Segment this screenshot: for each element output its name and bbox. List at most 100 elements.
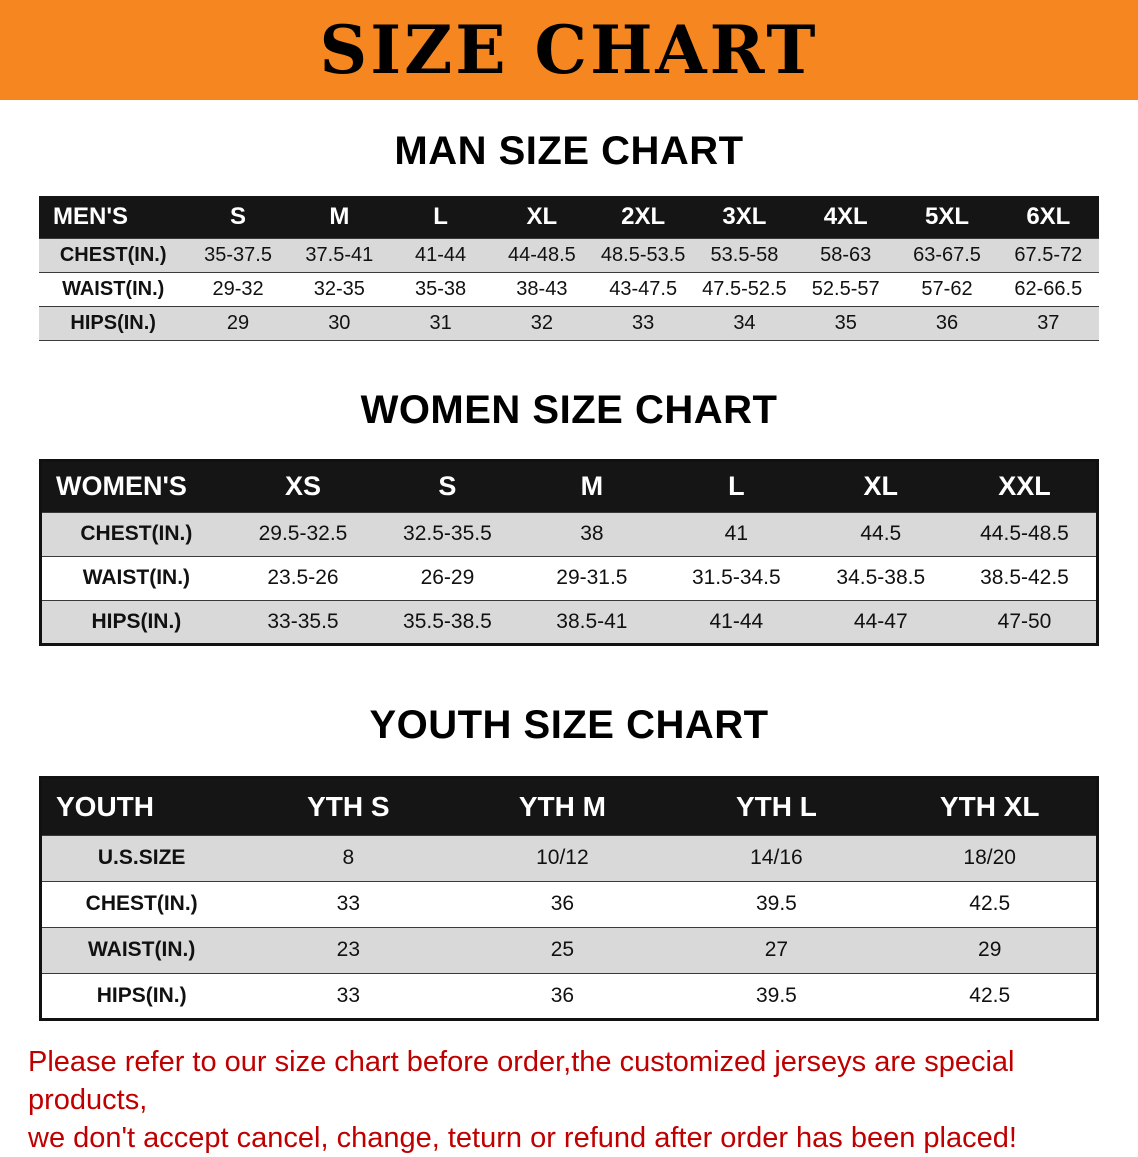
table-cell: 32: [491, 305, 593, 341]
page-title: SIZE CHART: [319, 11, 819, 89]
row-label: CHEST(IN.): [39, 237, 188, 272]
table-cell: 52.5-57: [795, 271, 897, 306]
size-column-header: XXL: [953, 460, 1098, 512]
section-men: MAN SIZE CHART MEN'S S M L XL 2XL 3XL 4XL 5XL 6XL C…: [0, 128, 1138, 341]
row-label: WAIST(IN.): [39, 271, 188, 306]
table-cell: 35: [795, 305, 897, 341]
table-cell: 38.5-41: [519, 599, 665, 644]
row-label: WAIST(IN.): [40, 926, 242, 973]
table-cell: 44.5: [808, 511, 954, 556]
table-cell: 23: [241, 926, 456, 973]
table-cell: 47.5-52.5: [693, 271, 796, 306]
table-cell: 29-31.5: [519, 555, 665, 600]
size-column-header: L: [389, 196, 492, 238]
table-cell: 47-50: [953, 599, 1098, 644]
table-cell: 23.5-26: [230, 555, 376, 600]
table-cell: 14/16: [669, 834, 884, 881]
table-cell: 35.5-38.5: [375, 599, 520, 644]
table-cell: 41-44: [389, 237, 492, 272]
size-column-header: 6XL: [997, 196, 1099, 238]
row-label: CHEST(IN.): [40, 880, 242, 927]
table-cell: 29: [883, 926, 1098, 973]
table-row: CHEST(IN.) 29.5-32.5 32.5-35.5 38 41 44.5 44.5…: [40, 511, 1098, 556]
table-cell: 41-44: [664, 599, 809, 644]
section-heading: YOUTH SIZE CHART: [369, 702, 769, 747]
table-cell: 43-47.5: [592, 271, 694, 306]
disclaimer-line1: Please refer to our size chart before or…: [28, 1045, 1015, 1116]
size-column-header: L: [664, 460, 809, 512]
table-row: WAIST(IN.) 23 25 27 29: [40, 926, 1098, 973]
row-label: U.S.SIZE: [40, 834, 242, 881]
table-cell: 33: [241, 972, 456, 1019]
section-women: WOMEN SIZE CHART WOMEN'S XS S M L XL XXL CHEST(I…: [0, 387, 1138, 646]
table-cell: 36: [455, 880, 670, 927]
table-cell: 44-47: [808, 599, 954, 644]
table-cell: 33-35.5: [230, 599, 376, 644]
table-title-cell: WOMEN'S: [40, 460, 231, 512]
size-column-header: XL: [808, 460, 954, 512]
table-cell: 30: [288, 305, 390, 341]
row-label: HIPS(IN.): [39, 305, 188, 341]
table-row: CHEST(IN.) 33 36 39.5 42.5: [40, 880, 1098, 927]
size-column-header: YTH S: [241, 777, 456, 835]
table-cell: 33: [241, 880, 456, 927]
youth-size-table: YOUTH YTH S YTH M YTH L YTH XL U.S.SIZE 8 10/12…: [39, 775, 1099, 1021]
size-column-header: 4XL: [795, 196, 897, 238]
table-cell: 32-35: [288, 271, 390, 306]
table-cell: 44-48.5: [491, 237, 593, 272]
size-column-header: M: [519, 460, 665, 512]
men-size-table: MEN'S S M L XL 2XL 3XL 4XL 5XL 6XL CHEST(IN.) 35-37…: [39, 196, 1099, 341]
table-cell: 10/12: [455, 834, 670, 881]
section-heading: WOMEN SIZE CHART: [360, 387, 778, 432]
table-cell: 67.5-72: [997, 237, 1099, 272]
table-cell: 32.5-35.5: [375, 511, 520, 556]
size-column-header: S: [187, 196, 289, 238]
table-cell: 38.5-42.5: [953, 555, 1098, 600]
table-cell: 39.5: [669, 880, 884, 927]
table-cell: 18/20: [883, 834, 1098, 881]
size-column-header: M: [288, 196, 390, 238]
table-cell: 48.5-53.5: [592, 237, 694, 272]
section-youth: YOUTH SIZE CHART YOUTH YTH S YTH M YTH L YTH …: [0, 702, 1138, 1021]
section-heading: MAN SIZE CHART: [394, 129, 744, 173]
table-cell: 34.5-38.5: [808, 555, 954, 600]
table-cell: 39.5: [669, 972, 884, 1019]
row-label: HIPS(IN.): [40, 972, 242, 1019]
women-size-table: WOMEN'S XS S M L XL XXL CHEST(IN.) 29.5-32.5 32.5…: [39, 458, 1099, 646]
table-cell: 35-38: [389, 271, 492, 306]
table-cell: 62-66.5: [997, 271, 1099, 306]
table-cell: 44.5-48.5: [953, 511, 1098, 556]
table-cell: 31: [389, 305, 492, 341]
table-cell: 27: [669, 926, 884, 973]
table-cell: 34: [693, 305, 796, 341]
table-row: HIPS(IN.) 29 30 31 32 33 34 35 36 37: [39, 305, 1099, 341]
table-cell: 29: [187, 305, 289, 341]
size-column-header: YTH M: [455, 777, 670, 835]
size-column-header: YTH XL: [883, 777, 1098, 835]
table-cell: 35-37.5: [187, 237, 289, 272]
table-cell: 58-63: [795, 237, 897, 272]
banner: SIZE CHART: [0, 0, 1138, 100]
table-cell: 29-32: [187, 271, 289, 306]
table-cell: 26-29: [375, 555, 520, 600]
table-cell: 37.5-41: [288, 237, 390, 272]
row-label: WAIST(IN.): [40, 555, 231, 600]
table-cell: 25: [455, 926, 670, 973]
table-cell: 53.5-58: [693, 237, 796, 272]
table-row: HIPS(IN.) 33-35.5 35.5-38.5 38.5-41 41-44 44-…: [40, 599, 1098, 644]
table-cell: 36: [455, 972, 670, 1019]
size-column-header: XL: [491, 196, 593, 238]
table-title-cell: YOUTH: [40, 777, 242, 835]
row-label: HIPS(IN.): [40, 599, 231, 644]
size-column-header: 5XL: [896, 196, 998, 238]
table-cell: 38: [519, 511, 665, 556]
table-cell: 33: [592, 305, 694, 341]
table-cell: 42.5: [883, 972, 1098, 1019]
table-row: WAIST(IN.) 23.5-26 26-29 29-31.5 31.5-34.5 34…: [40, 555, 1098, 600]
size-column-header: 3XL: [693, 196, 796, 238]
size-column-header: S: [375, 460, 520, 512]
disclaimer-line2: we don't accept cancel, change, teturn o…: [28, 1121, 1017, 1154]
table-row: U.S.SIZE 8 10/12 14/16 18/20: [40, 834, 1098, 881]
size-column-header: YTH L: [669, 777, 884, 835]
